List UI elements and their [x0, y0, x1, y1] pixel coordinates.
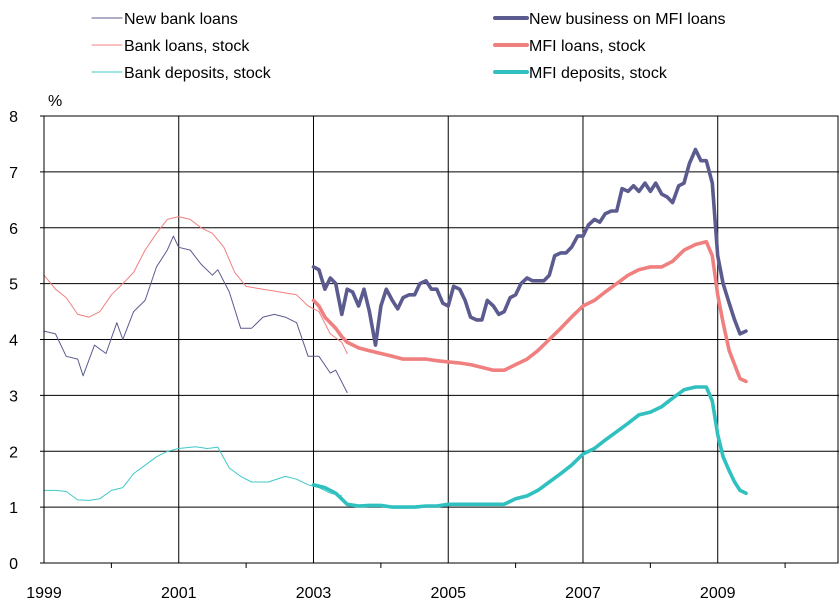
- series-line-bank-deposits-stock: [43, 446, 343, 501]
- series-line-new-business-on-mfi-loans: [311, 147, 748, 347]
- x-tick-label: 2005: [430, 585, 466, 602]
- x-tick-label: 2007: [565, 585, 601, 602]
- y-tick-label: 5: [9, 277, 18, 294]
- y-tick-label: 3: [9, 388, 18, 405]
- y-tick-label: 6: [9, 221, 18, 238]
- y-axis-ticks: 0 1 2 3 4 5 6 7 8: [9, 109, 44, 573]
- series-line-bank-loans-stock: [43, 216, 348, 354]
- legend-label-bank-deposits-stock: Bank deposits, stock: [124, 65, 272, 82]
- series-lines: [43, 147, 748, 509]
- series-line-new-bank-loans: [43, 235, 348, 394]
- legend-label-mfi-deposits-stock: MFI deposits, stock: [529, 65, 668, 82]
- series-line-mfi-deposits-stock: [311, 385, 748, 509]
- legend-label-new-business-on-mfi-loans: New business on MFI loans: [529, 11, 726, 28]
- y-tick-label: 8: [9, 109, 18, 126]
- y-tick-label: 2: [9, 444, 18, 461]
- y-tick-label: 7: [9, 165, 18, 182]
- y-tick-label: 1: [9, 500, 18, 517]
- legend-label-mfi-loans-stock: MFI loans, stock: [529, 38, 646, 55]
- x-axis-ticks: 1999 2001 2003 2005 2007 2009: [26, 585, 735, 602]
- legend-label-bank-loans-stock: Bank loans, stock: [124, 38, 250, 55]
- y-axis-label: %: [48, 93, 62, 110]
- x-tick-label: 2001: [161, 585, 197, 602]
- legend: New bank loans Bank loans, stock Bank depo…: [91, 11, 726, 82]
- x-tick-label: 2003: [296, 585, 332, 602]
- x-tick-label: 1999: [26, 585, 62, 602]
- y-tick-label: 0: [9, 556, 18, 573]
- legend-label-new-bank-loans: New bank loans: [124, 11, 238, 28]
- series-line-mfi-loans-stock: [311, 239, 748, 384]
- y-tick-label: 4: [9, 333, 18, 350]
- gridlines: [44, 116, 839, 568]
- x-tick-label: 2009: [700, 585, 736, 602]
